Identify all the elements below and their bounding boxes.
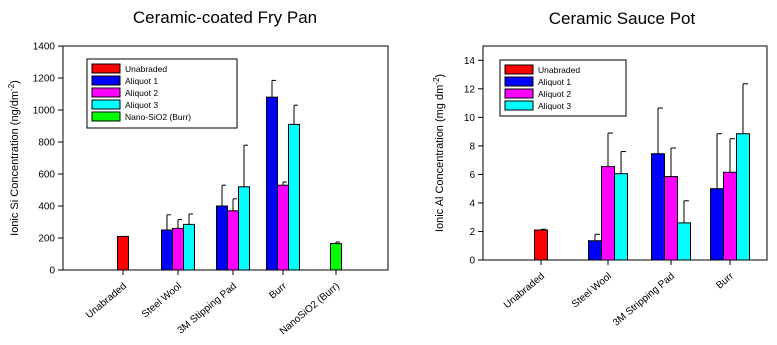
chart1-legend-swatch — [91, 75, 121, 86]
chart1-bar — [266, 96, 278, 271]
chart2-bar — [614, 173, 628, 261]
chart1-legend-label: Aliquot 2 — [125, 88, 158, 98]
chart1-bar — [117, 235, 129, 271]
chart2-title: Ceramic Sauce Pot — [549, 9, 696, 28]
chart2-bar — [664, 176, 678, 261]
chart2-xtick-label: 3M Stripping Pad — [611, 271, 677, 329]
chart1-legend-swatch — [91, 63, 121, 74]
chart2-bar — [588, 240, 602, 261]
chart1-ytick-label: 800 — [38, 138, 55, 149]
chart1-ytick-label: 200 — [38, 234, 55, 245]
chart2-xtick-label: Burr — [714, 270, 736, 291]
chart2-legend-swatch — [504, 100, 534, 111]
chart1-ytick-label: 600 — [38, 170, 55, 181]
chart2-bar — [534, 229, 548, 261]
chart1-legend-label: Unabraded — [125, 64, 167, 74]
chart2-legend-label: Aliquot 3 — [538, 101, 571, 111]
chart2-ytick-label: 0 — [469, 256, 475, 267]
chart1-legend-label: Aliquot 1 — [125, 76, 158, 86]
chart1-ylabel: Ionic Si Concentration (ng/dm-2) — [7, 80, 21, 236]
chart2-legend-label: Aliquot 2 — [538, 89, 571, 99]
chart2-ytick-label: 4 — [469, 198, 475, 209]
chart2-bar — [601, 166, 615, 261]
chart1-legend-label: Aliquot 3 — [125, 100, 158, 110]
chart1-bar — [277, 184, 289, 271]
chart2-ytick-label: 14 — [464, 56, 476, 67]
chart1-bar — [161, 229, 173, 271]
chart1-legend-label: Nano-SiO2 (Burr) — [125, 112, 191, 122]
chart1-title: Ceramic-coated Fry Pan — [133, 8, 317, 27]
chart2-legend-swatch — [504, 64, 534, 75]
chart2-legend-swatch — [504, 88, 534, 99]
chart2-legend-label: Aliquot 1 — [538, 77, 571, 87]
chart2-ytick-label: 8 — [469, 141, 475, 152]
chart1-ytick-label: 1200 — [33, 74, 56, 85]
chart1-xtick-label: 3M Stipping Pad — [176, 281, 239, 337]
chart1-xtick-label: Unabraded — [84, 281, 129, 321]
chart1-legend-swatch — [91, 111, 121, 122]
chart1-bar — [227, 210, 239, 271]
chart2-ytick-label: 6 — [469, 170, 475, 181]
chart2-bar — [736, 133, 750, 261]
chart1-bar — [172, 227, 184, 271]
chart1-ytick-label: 0 — [49, 266, 55, 277]
chart2-bar — [677, 222, 691, 261]
chart2-bar — [723, 171, 737, 261]
chart2-xtick-label: Steel Wool — [570, 271, 614, 310]
chart2-ytick-label: 10 — [464, 113, 476, 124]
chart1-xtick-label: Steel Wool — [140, 281, 184, 320]
chart2-ylabel: Ionic Al Concentration (mg dm-2) — [432, 74, 446, 232]
chart1-bar — [288, 123, 300, 271]
chart2-xtick-label: Unabraded — [502, 271, 547, 311]
chart2-bar — [651, 153, 665, 261]
chart2-ytick-label: 2 — [469, 227, 475, 238]
chart1-xtick-label: Burr — [267, 280, 289, 301]
chart2-bar — [710, 188, 724, 261]
chart1-bar — [330, 243, 342, 271]
chart2-legend-swatch — [504, 76, 534, 87]
chart1-bar — [216, 205, 228, 271]
chart1-bar — [238, 186, 250, 271]
chart1-ytick-label: 400 — [38, 202, 55, 213]
chart1-legend-swatch — [91, 99, 121, 110]
chart1-ytick-label: 1400 — [33, 42, 56, 53]
chart1-bar — [183, 223, 195, 271]
chart2-ytick-label: 12 — [464, 84, 476, 95]
chart2-legend-label: Unabraded — [538, 65, 580, 75]
chart1-ytick-label: 1000 — [33, 106, 56, 117]
chart1-legend-swatch — [91, 87, 121, 98]
